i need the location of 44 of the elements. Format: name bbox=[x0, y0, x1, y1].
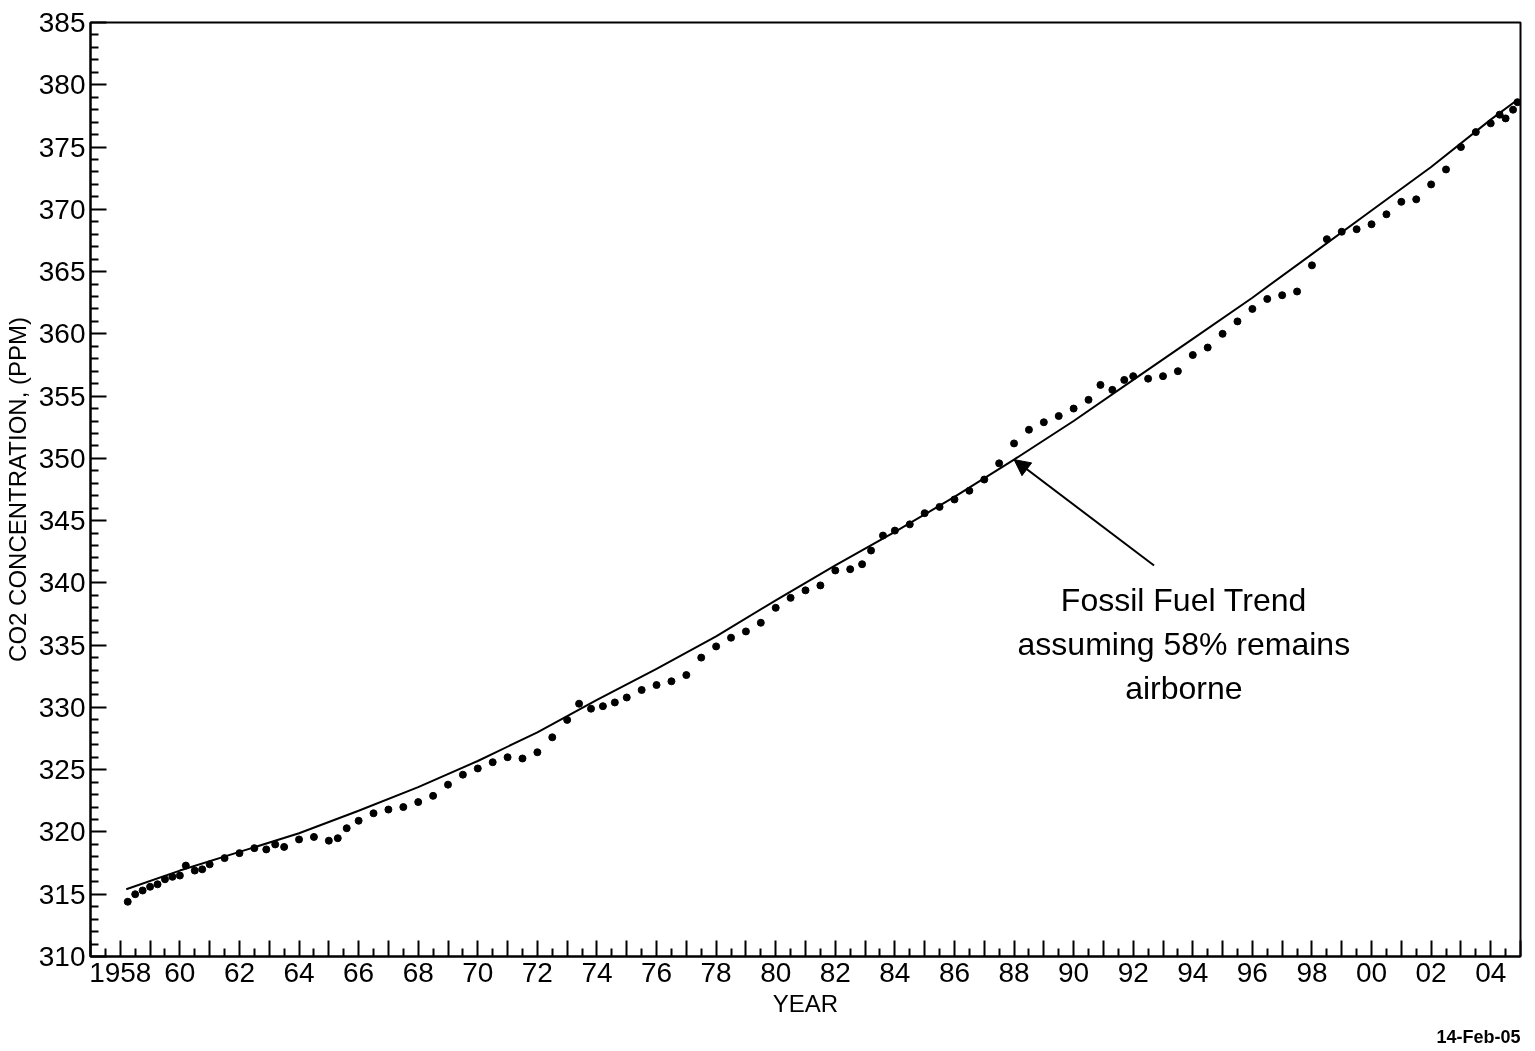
x-tick-label: 90 bbox=[1058, 956, 1090, 988]
x-tick-label: 98 bbox=[1296, 956, 1328, 988]
x-tick-label: 02 bbox=[1415, 956, 1447, 988]
x-tick-label: 1958 bbox=[89, 956, 152, 988]
x-tick-label: 64 bbox=[283, 956, 315, 988]
x-axis-title: YEAR bbox=[772, 989, 839, 1017]
y-tick-label: 350 bbox=[38, 442, 86, 474]
x-tick-label: 62 bbox=[223, 956, 256, 988]
y-tick-label: 310 bbox=[38, 941, 86, 972]
x-tick-label: 68 bbox=[402, 956, 434, 988]
y-tick-label: 375 bbox=[38, 131, 86, 163]
y-tick-label: 345 bbox=[38, 505, 86, 537]
y-tick-label: 380 bbox=[38, 69, 86, 101]
y-axis-title: CO2 CONCENTRATION, (PPM) bbox=[3, 317, 31, 662]
x-tick-label: 86 bbox=[938, 956, 971, 988]
x-tick-label: 80 bbox=[760, 956, 792, 988]
y-tick-label: 355 bbox=[38, 380, 86, 412]
x-tick-label: 92 bbox=[1117, 956, 1149, 988]
x-tick-label: 60 bbox=[164, 956, 196, 988]
x-tick-label: 70 bbox=[462, 956, 494, 988]
x-tick-label: 00 bbox=[1355, 956, 1388, 988]
y-tick-label: 370 bbox=[38, 193, 86, 225]
x-tick-label: 04 bbox=[1475, 956, 1507, 988]
y-tick-label: 385 bbox=[38, 7, 86, 38]
x-tick-label: 88 bbox=[998, 956, 1030, 988]
y-tick-label: 340 bbox=[38, 567, 86, 599]
y-tick-label: 365 bbox=[38, 256, 86, 288]
x-tick-label: 74 bbox=[581, 956, 613, 988]
y-tick-label: 325 bbox=[38, 754, 86, 786]
annotation: Fossil Fuel Trend assuming 58% remains airborne bbox=[1017, 581, 1351, 706]
x-tick-label: 82 bbox=[819, 956, 851, 988]
x-tick-label: 94 bbox=[1177, 956, 1209, 988]
text: 14-Feb-05 bbox=[1436, 1026, 1521, 1047]
y-tick-label: 320 bbox=[38, 816, 86, 848]
x-tick-label: 66 bbox=[343, 956, 375, 988]
y-tick-label: 330 bbox=[38, 691, 86, 723]
x-tick-label: 84 bbox=[879, 956, 911, 988]
y-tick-label: 335 bbox=[38, 629, 86, 661]
y-tick-label: 360 bbox=[38, 318, 86, 350]
x-tick-label: 96 bbox=[1236, 956, 1268, 988]
x-tick-label: 72 bbox=[521, 956, 553, 988]
x-tick-label: 78 bbox=[700, 956, 732, 988]
x-tick-label: 76 bbox=[640, 956, 673, 988]
y-tick-label: 315 bbox=[38, 878, 86, 910]
